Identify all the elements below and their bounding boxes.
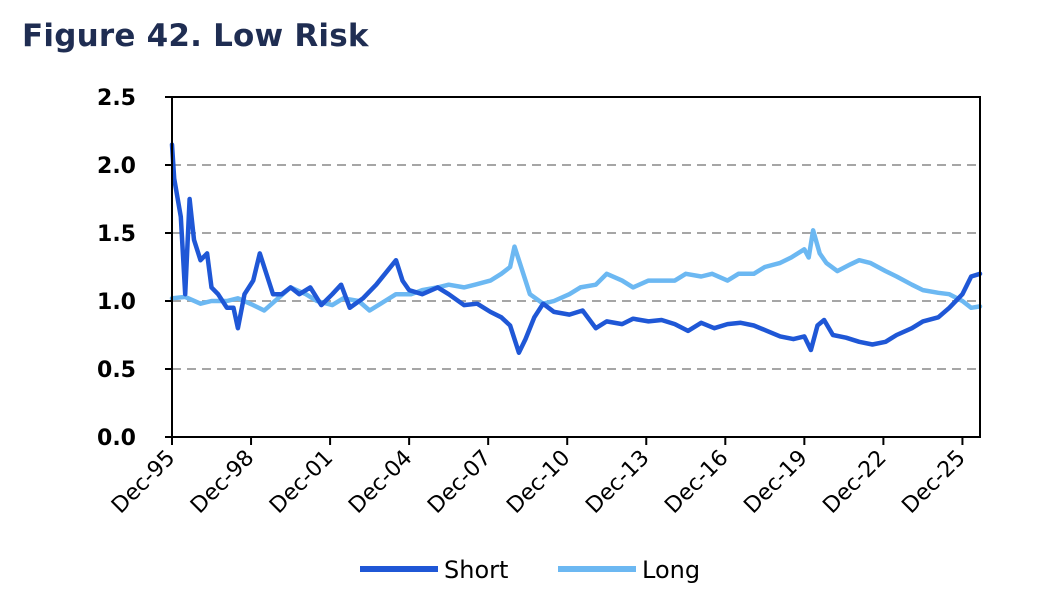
x-axis: Dec-95 Dec-98 Dec-01 Dec-04 Dec-07 Dec-10 Dec-… — [107, 437, 971, 519]
x-tick-label: Dec-25 — [897, 446, 970, 519]
y-tick-label: 2.5 — [97, 86, 136, 111]
series-line-short — [169, 142, 983, 355]
x-tick-label: Dec-13 — [581, 446, 654, 519]
series-layer — [169, 142, 983, 355]
y-tick-label: 1.0 — [97, 290, 136, 315]
x-tick-label: Dec-98 — [186, 446, 259, 519]
x-tick-label: Dec-01 — [265, 446, 338, 519]
series-line-long — [169, 228, 983, 313]
y-tick-label: 2.0 — [97, 154, 136, 179]
legend-label-short: Short — [444, 556, 508, 584]
figure-title: Figure 42. Low Risk — [22, 18, 369, 54]
x-tick-label: Dec-19 — [739, 446, 812, 519]
legend-label-long: Long — [642, 556, 700, 584]
x-tick-label: Dec-95 — [107, 446, 180, 519]
x-tick-label: Dec-16 — [660, 446, 733, 519]
gridlines — [172, 164, 980, 370]
y-tick-label: 0.5 — [97, 358, 136, 383]
x-tick-label: Dec-07 — [423, 446, 496, 519]
y-tick-label: 1.5 — [97, 222, 136, 247]
plot-frame — [171, 96, 981, 438]
y-tick-label: 0.0 — [97, 426, 136, 451]
x-tick-label: Dec-04 — [344, 446, 417, 519]
x-tick-label: Dec-22 — [818, 446, 891, 519]
legend: Short Long — [360, 556, 700, 584]
y-axis: 0.0 0.5 1.0 1.5 2.0 2.5 — [97, 86, 172, 451]
x-tick-label: Dec-10 — [502, 446, 575, 519]
